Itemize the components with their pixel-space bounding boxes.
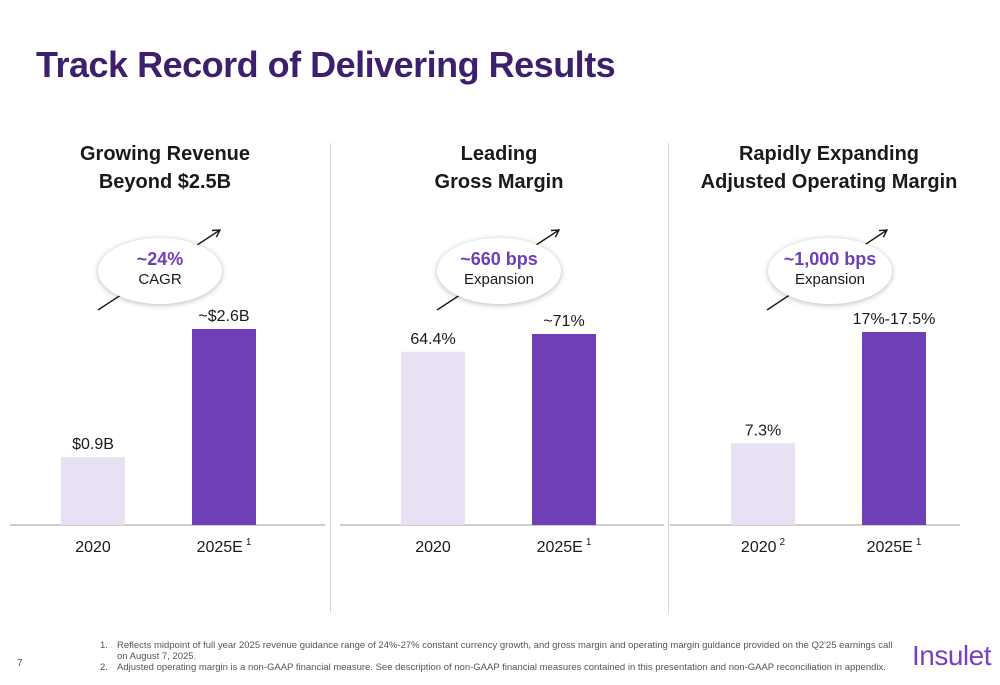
x-tick-label: 2020 (75, 539, 111, 556)
bar (731, 443, 795, 525)
panel-divider (330, 143, 331, 613)
bar (61, 457, 125, 525)
callout-bubble: ~1,000 bps Expansion (768, 238, 892, 304)
chart-title-line: Rapidly Expanding (738, 143, 920, 165)
footnote-superscript: 1 (586, 537, 592, 548)
chart-title-line: Growing Revenue (79, 143, 251, 165)
panel-divider (668, 143, 669, 613)
chart-title-line: Leading (460, 143, 538, 165)
bar-value-label: 64.4% (410, 331, 455, 348)
chart-title: Growing Revenue Beyond $2.5B (0, 140, 330, 196)
bar-chart-revenue: $0.9B 2020 ~$2.6B 2025E 1 (10, 229, 325, 556)
page-title: Track Record of Delivering Results (36, 44, 616, 85)
callout-value: ~1,000 bps (783, 249, 877, 269)
bar (401, 351, 465, 525)
chart-panel-revenue: Growing Revenue Beyond $2.5B $0.9B 2020 ~$… (0, 140, 330, 560)
bar-value-label: ~$2.6B (198, 308, 249, 325)
x-tick-label: 2025E 1 (537, 537, 592, 556)
footnote-superscript: 1 (916, 537, 922, 548)
x-tick-label: 2025E 1 (197, 537, 252, 556)
footnote-number: 2. (100, 662, 108, 673)
chart-title-line: Adjusted Operating Margin (700, 171, 958, 193)
x-tick-label: 2020 (415, 539, 451, 556)
callout-value: ~660 bps (460, 249, 538, 269)
footnote-superscript: 1 (246, 537, 252, 548)
callout-bubble: ~660 bps Expansion (437, 238, 561, 304)
chart-panel-operating-margin: Rapidly Expanding Adjusted Operating Mar… (664, 140, 994, 560)
footnote: 2. Adjusted operating margin is a non-GA… (100, 662, 900, 673)
bar-value-label: 7.3% (745, 422, 781, 439)
callout-label: Expansion (463, 271, 535, 288)
callout-label: Expansion (794, 271, 866, 288)
bar (532, 334, 596, 525)
footnote-text: Reflects midpoint of full year 2025 reve… (117, 640, 893, 662)
callout-label: CAGR (138, 271, 182, 288)
footnote: 1. Reflects midpoint of full year 2025 r… (100, 640, 900, 662)
x-tick-label: 2020 2 (741, 537, 786, 556)
footnote-number: 1. (100, 640, 108, 651)
callout-bubble: ~24% CAGR (98, 238, 222, 304)
chart-title-line: Beyond $2.5B (98, 171, 232, 193)
chart-title-line: Gross Margin (434, 171, 564, 193)
bar-value-label: $0.9B (72, 436, 114, 453)
bar-value-label: 17%-17.5% (853, 311, 936, 328)
footnotes: 1. Reflects midpoint of full year 2025 r… (100, 640, 900, 673)
page-number: 7 (17, 658, 23, 669)
footnote-superscript: 2 (780, 537, 786, 548)
callout-value: ~24% (136, 249, 184, 269)
chart-title: Rapidly Expanding Adjusted Operating Mar… (664, 140, 994, 196)
bar-chart-operating-margin: 7.3% 2020 2 17%-17.5% 2025E 1 (670, 229, 960, 556)
bar (192, 329, 256, 525)
bar-chart-gross-margin: 64.4% 2020 ~71% 2025E 1 (340, 229, 664, 556)
bar-value-label: ~71% (543, 313, 584, 330)
chart-panel-gross-margin: Leading Gross Margin 64.4% 2020 ~71% 2025E 1… (334, 140, 664, 560)
insulet-logo: Insulet (912, 640, 992, 671)
chart-title: Leading Gross Margin (334, 140, 664, 196)
footnote-text: Adjusted operating margin is a non-GAAP … (117, 662, 886, 673)
bar (862, 332, 926, 525)
x-tick-label: 2025E 1 (867, 537, 922, 556)
